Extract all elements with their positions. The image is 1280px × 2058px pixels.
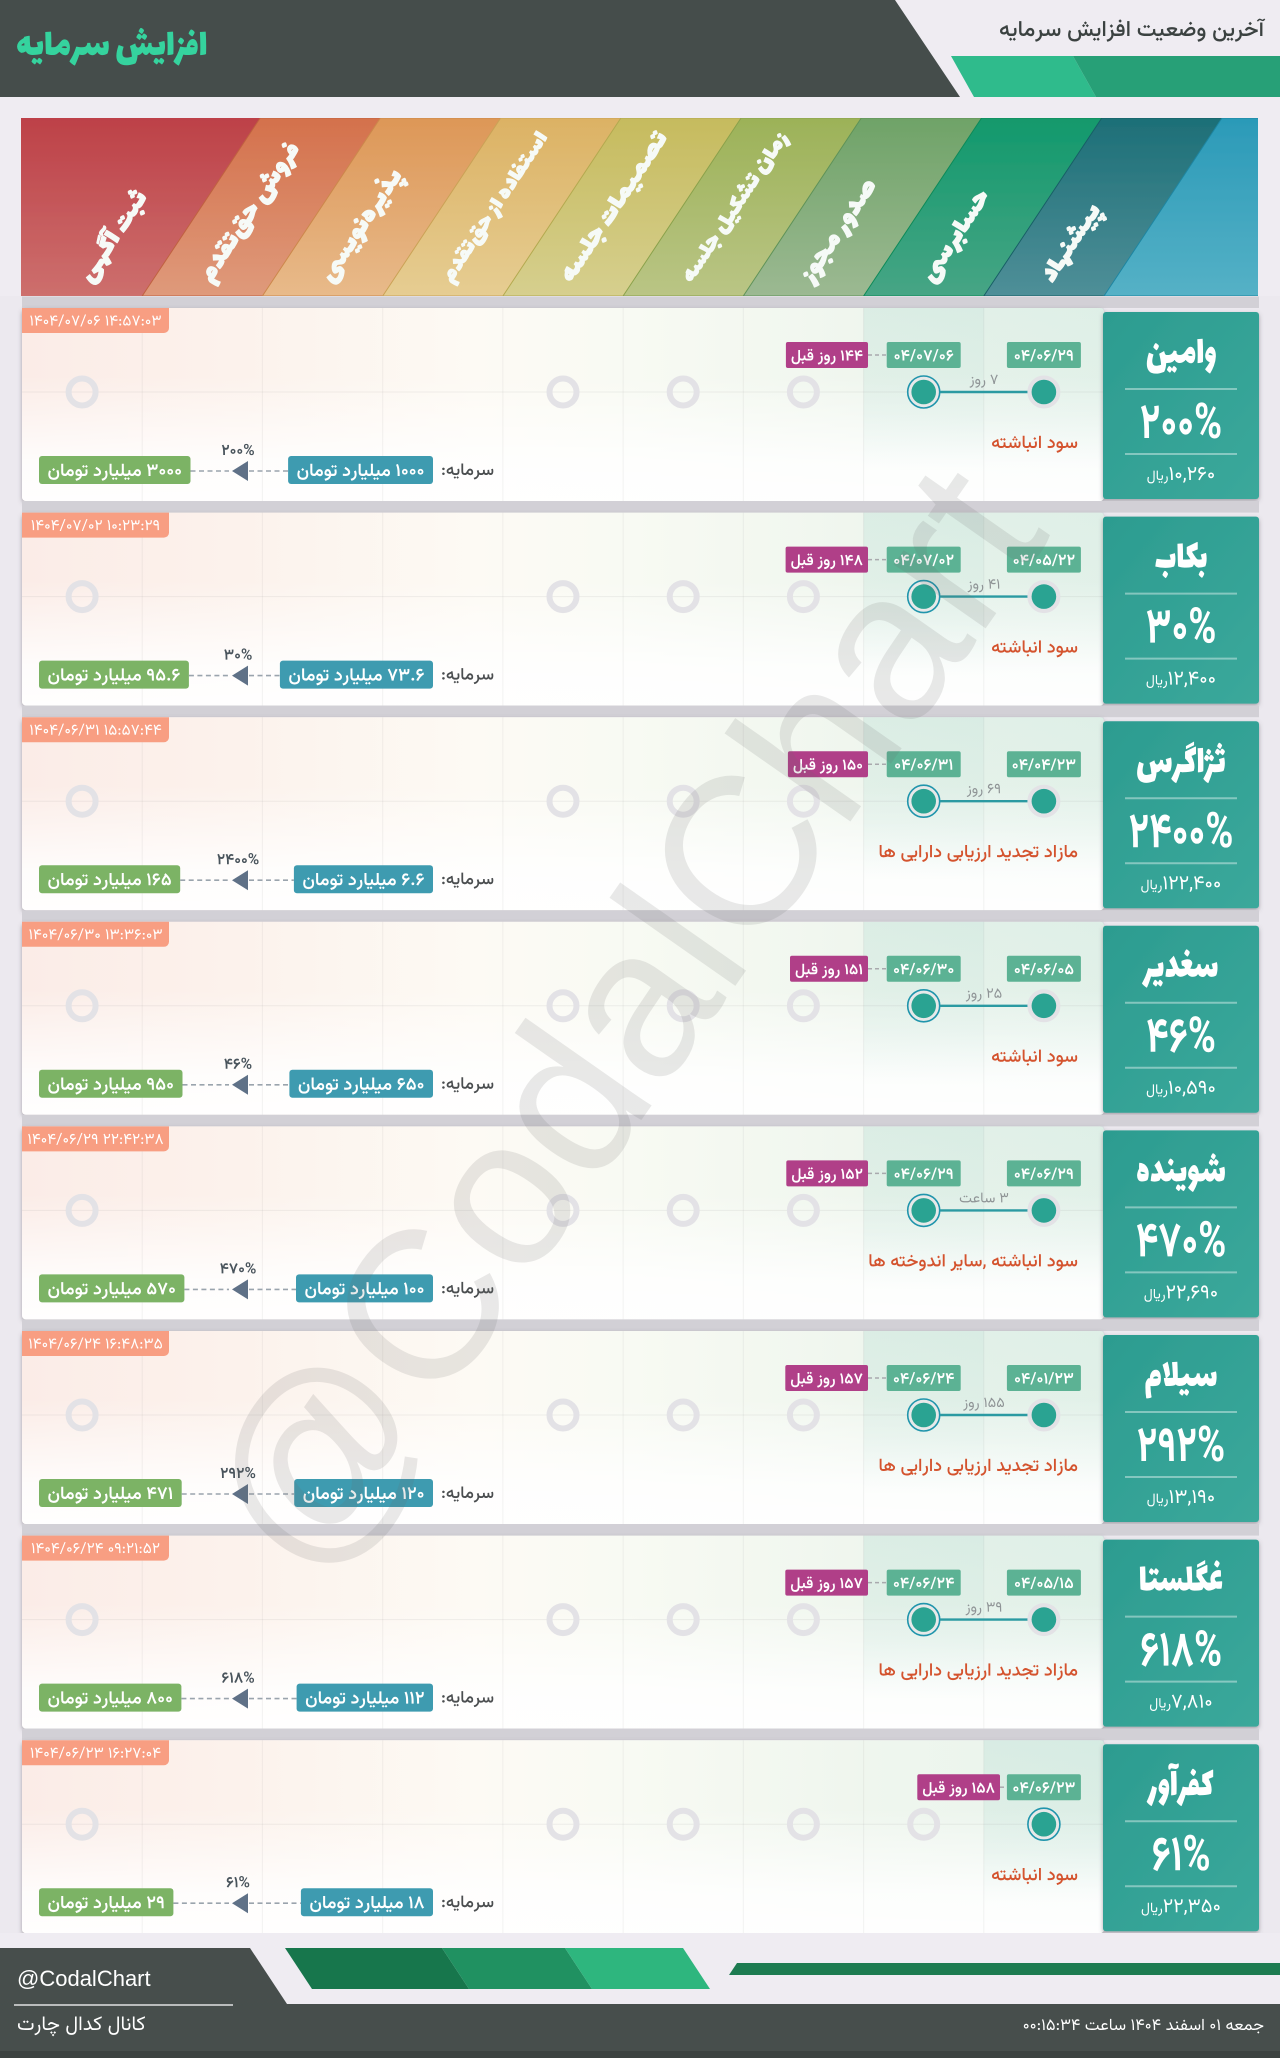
svg-text:@CodalChart: @CodalChart [17,1966,151,1991]
